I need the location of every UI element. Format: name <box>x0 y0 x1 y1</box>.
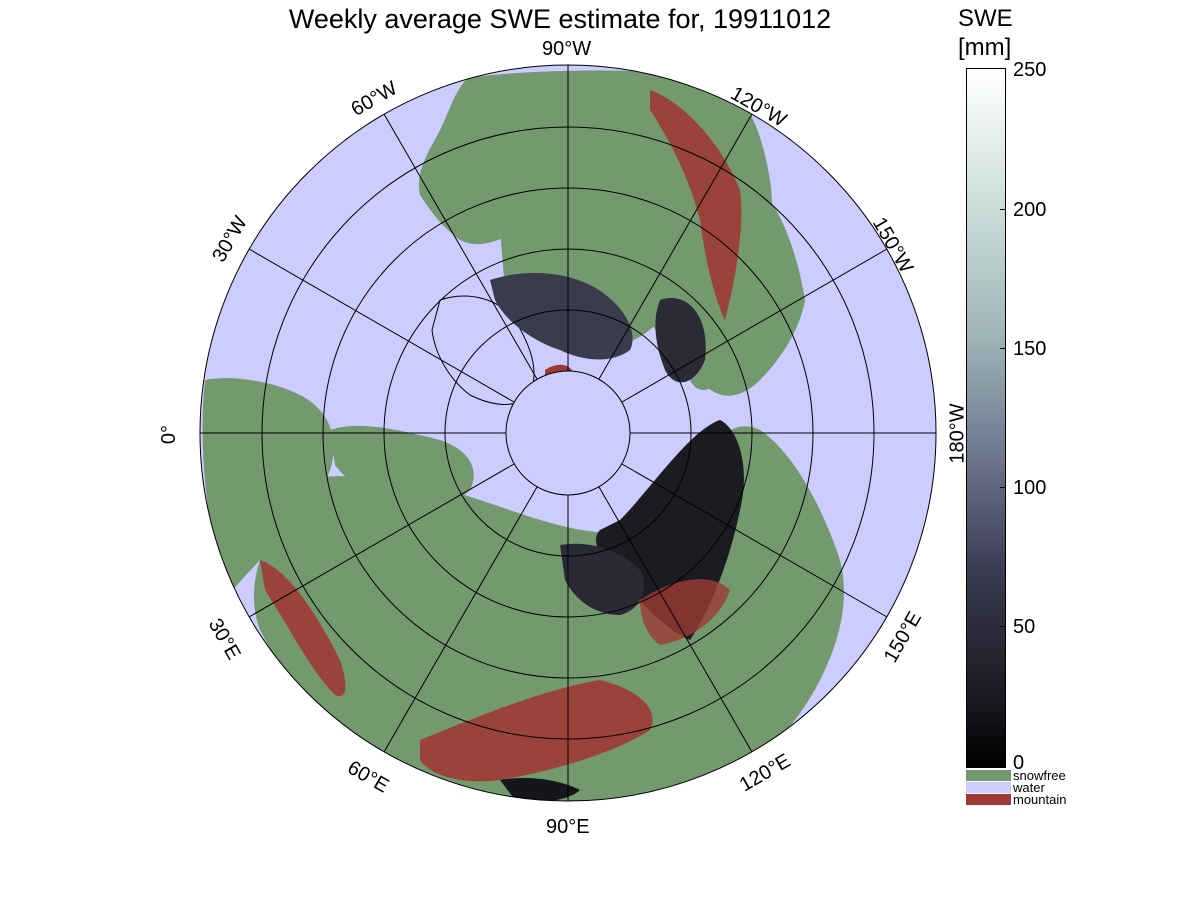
colorbar-tickmark <box>1000 626 1006 627</box>
legend-label-mountain: mountain <box>1013 792 1067 807</box>
colorbar-gradient <box>966 68 1006 768</box>
legend-label-water: water <box>1013 780 1045 795</box>
map-title: Weekly average SWE estimate for, 1991101… <box>288 4 832 34</box>
legend-swatch-water <box>966 782 1011 793</box>
mountain-alps <box>260 560 346 697</box>
colorbar-tick-250: 250 <box>1013 59 1047 81</box>
snow-region-tibet <box>500 778 580 801</box>
meridian-grid <box>200 65 936 801</box>
mountain-rockies <box>650 90 742 320</box>
colorbar-unit-line1: SWE <box>958 5 1013 32</box>
colorbar-tick-50: 50 <box>1013 616 1036 638</box>
lon-label-90w: 90°W <box>542 38 592 60</box>
colorbar-tickmark <box>1000 209 1006 210</box>
legend-swatch-snowfree <box>966 770 1011 781</box>
legend-label-snowfree: snowfree <box>1013 768 1066 783</box>
lon-label-90e: 90°E <box>546 816 590 838</box>
snow-region-siberia-east <box>560 543 644 615</box>
landmass-europe <box>202 378 334 600</box>
arctic-ocean <box>506 371 630 495</box>
colorbar-tick-0: 0 <box>1013 752 1025 774</box>
colorbar-tick-150: 150 <box>1013 338 1047 360</box>
colorbar-unit-line2: [mm] <box>958 34 1012 61</box>
colorbar-tick-200: 200 <box>1013 199 1047 221</box>
colorbar-unit: SWE [mm] <box>958 4 1013 62</box>
mountain-himalaya <box>420 680 653 782</box>
colorbar-tickmark <box>1000 487 1006 488</box>
colorbar-tick-100: 100 <box>1013 477 1047 499</box>
legend-swatch-mountain <box>966 794 1011 805</box>
snow-region-arctic <box>490 273 633 360</box>
mountain-eastsiberia <box>640 579 730 645</box>
colorbar-tickmark <box>1000 348 1006 349</box>
lon-label-0: 0° <box>158 424 181 445</box>
